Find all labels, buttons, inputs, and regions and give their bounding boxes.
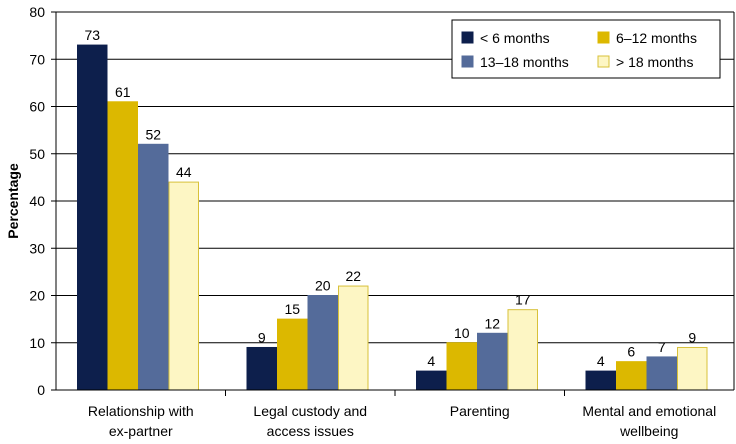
category-label: Mental and emotional: [582, 403, 716, 419]
category-label: wellbeing: [619, 423, 678, 439]
category-label: Relationship with: [88, 403, 194, 419]
data-label: 6: [627, 344, 635, 360]
data-label: 9: [688, 329, 696, 345]
y-tick-label: 80: [29, 4, 45, 20]
bar: [338, 285, 369, 391]
bar: [677, 346, 708, 391]
data-label: 52: [145, 126, 161, 142]
data-label: 10: [454, 325, 470, 341]
bars: [77, 44, 708, 391]
bar: [446, 342, 477, 391]
bar: [507, 309, 538, 391]
data-label: 12: [484, 315, 500, 331]
data-label: 22: [345, 268, 361, 284]
data-label: 4: [597, 353, 605, 369]
data-label: 20: [315, 278, 331, 294]
y-tick-label: 40: [29, 193, 45, 209]
bar: [477, 332, 508, 391]
bar: [168, 181, 199, 391]
y-tick-label: 20: [29, 288, 45, 304]
data-label: 15: [284, 301, 300, 317]
category-labels: Relationship with ex-partner Legal custody…: [88, 403, 716, 439]
legend-label: < 6 months: [480, 30, 550, 46]
data-labels: 73 61 52 44 9 15 20 22 4 10 12 17 4 6 7 9: [84, 27, 696, 369]
bar: [307, 295, 338, 391]
axes: [51, 11, 735, 396]
bar: [107, 101, 138, 391]
bar: [246, 346, 277, 391]
bar: [277, 318, 308, 391]
category-label: ex-partner: [109, 423, 173, 439]
category-label: access issues: [267, 423, 354, 439]
y-tick-label: 0: [37, 382, 45, 398]
data-label: 61: [115, 84, 131, 100]
category-label: Legal custody and: [253, 403, 367, 419]
legend-box: [451, 19, 721, 79]
legend-label: 13–18 months: [480, 54, 569, 70]
legend-swatch: [461, 55, 474, 68]
bar: [646, 356, 677, 391]
y-tick-labels: 0 10 20 30 40 50 60 70 80: [29, 4, 45, 398]
bar: [77, 44, 108, 391]
data-label: 7: [658, 339, 666, 355]
data-label: 73: [84, 27, 100, 43]
data-label: 17: [515, 292, 531, 308]
legend-swatch: [597, 31, 610, 44]
legend: < 6 months 6–12 months 13–18 months > 18 mo…: [451, 19, 721, 79]
legend-swatch: [597, 55, 610, 68]
bar: [585, 370, 616, 391]
data-label: 9: [258, 329, 266, 345]
y-tick-label: 70: [29, 51, 45, 67]
legend-swatch: [461, 31, 474, 44]
category-label: Parenting: [450, 403, 510, 419]
y-tick-label: 30: [29, 240, 45, 256]
bar: [138, 143, 169, 391]
data-label: 4: [427, 353, 435, 369]
y-axis-label: Percentage: [5, 163, 21, 239]
data-label: 44: [176, 164, 192, 180]
bar: [616, 361, 647, 391]
y-tick-label: 10: [29, 335, 45, 351]
y-tick-label: 50: [29, 146, 45, 162]
legend-label: > 18 months: [616, 54, 693, 70]
y-tick-label: 60: [29, 99, 45, 115]
bar: [416, 370, 447, 391]
legend-label: 6–12 months: [616, 30, 697, 46]
